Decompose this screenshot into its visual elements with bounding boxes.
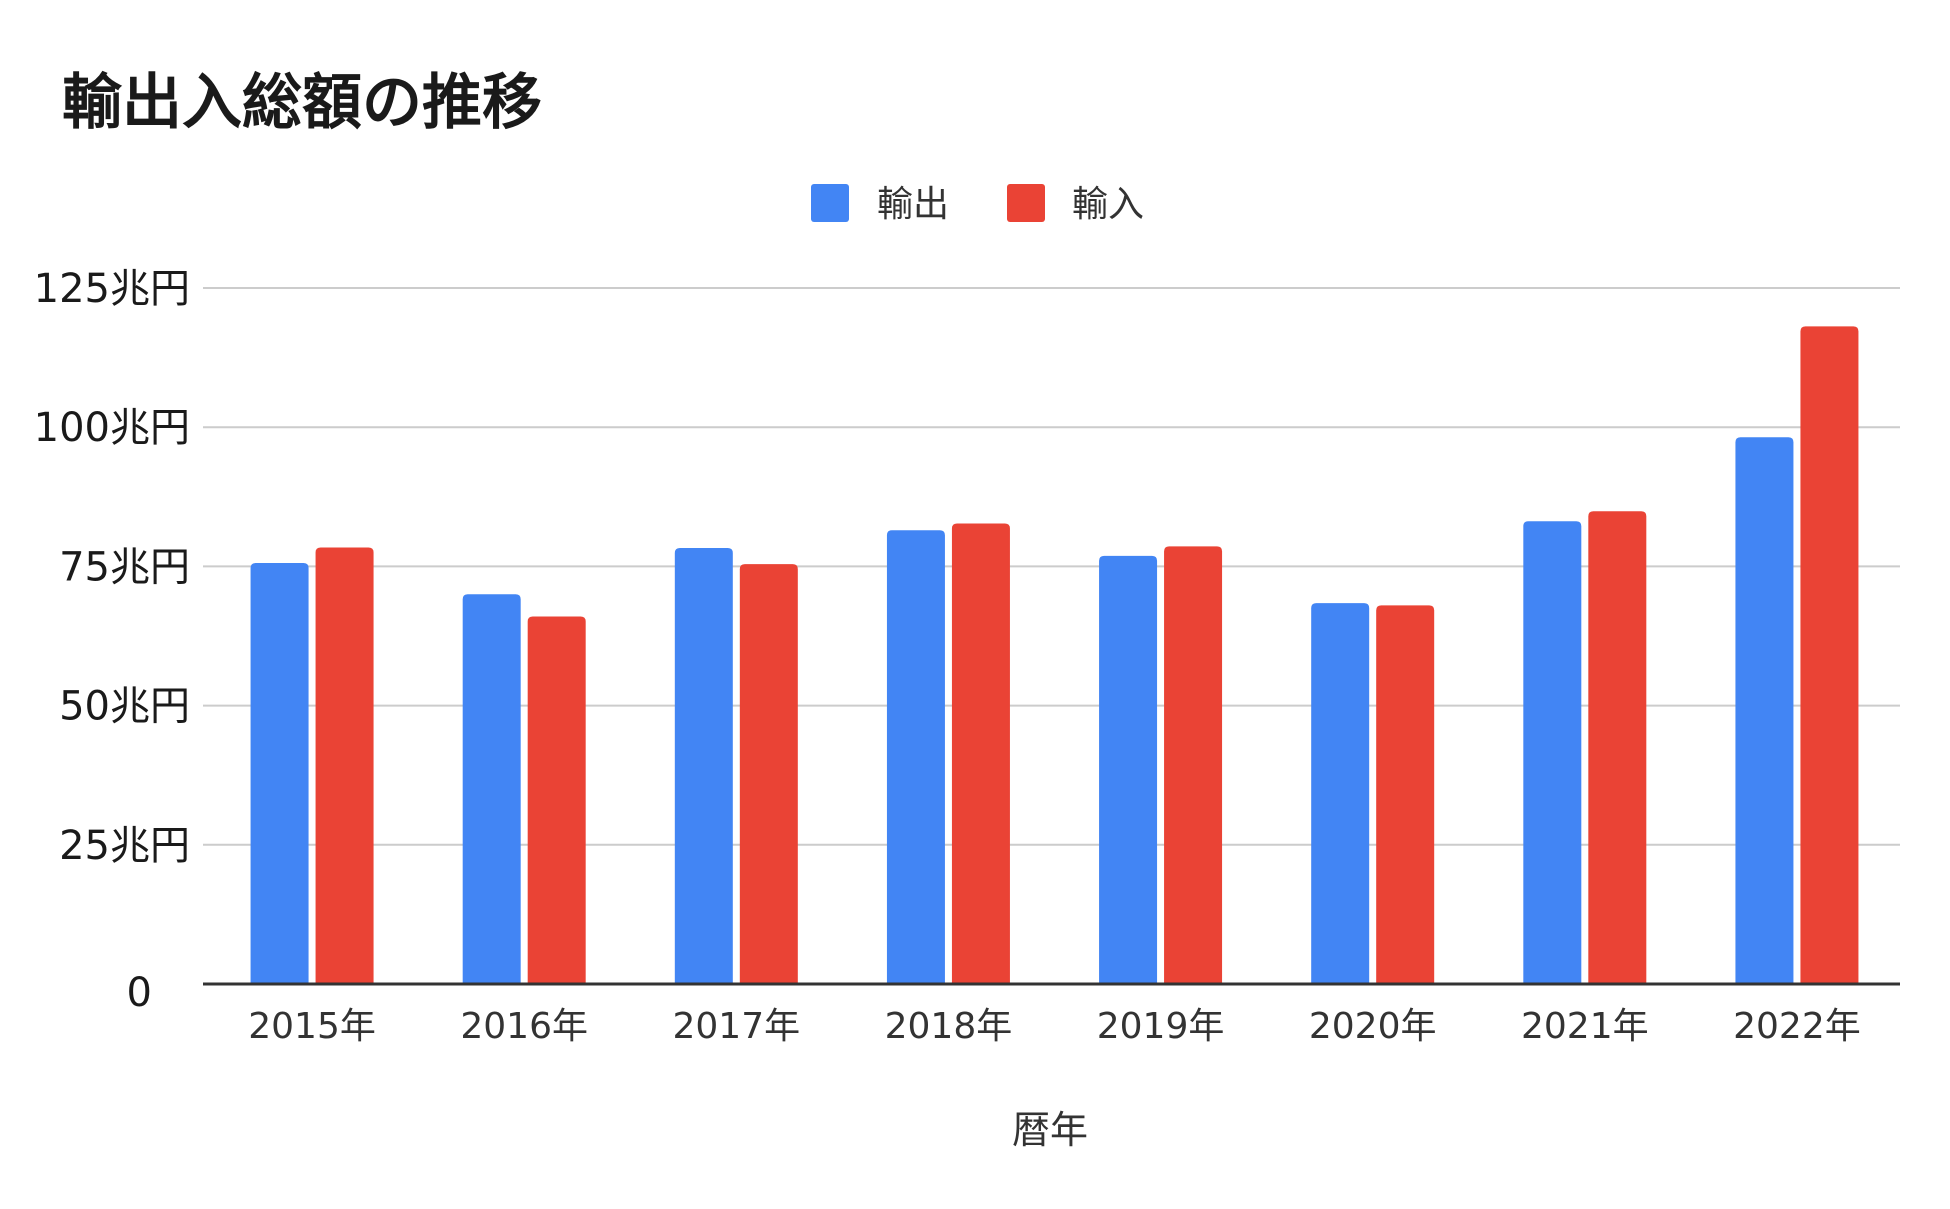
y-tick-label: 25兆円 [59, 823, 190, 869]
bar-export-2022年 [1735, 437, 1794, 984]
x-tick-label: 2015年 [248, 1006, 376, 1047]
x-axis: 2015年 2016年 2017年 2018年 2019年 2020年 2021年 2022年 [203, 982, 1900, 1047]
bar-import-2018年 [951, 523, 1010, 984]
y-tick-label: 0 [127, 970, 152, 1016]
x-tick-label: 2020年 [1309, 1006, 1437, 1047]
bar-import-2017年 [739, 564, 798, 984]
legend-label-1: 輸出 [877, 184, 949, 225]
legend-swatch-1 [811, 184, 849, 222]
bar-export-2015年 [250, 563, 309, 984]
legend: 輸出 輸入 [811, 184, 1144, 225]
x-tick-label: 2017年 [673, 1006, 801, 1047]
x-tick-label: 2022年 [1733, 1006, 1861, 1047]
x-tick-label: 2016年 [460, 1006, 588, 1047]
y-tick-label: 50兆円 [59, 684, 190, 730]
bar-export-2021年 [1523, 521, 1582, 984]
bar-import-2015年 [315, 547, 374, 984]
y-tick-label: 125兆円 [34, 266, 190, 312]
x-tick-label: 2019年 [1097, 1006, 1225, 1047]
bars [250, 326, 1859, 984]
bar-export-2019年 [1099, 555, 1158, 984]
bar-export-2016年 [462, 594, 521, 984]
bar-export-2018年 [886, 530, 945, 984]
bar-import-2020年 [1376, 605, 1435, 984]
bar-export-2017年 [674, 548, 733, 984]
bar-import-2022年 [1800, 326, 1859, 984]
x-tick-label: 2018年 [885, 1006, 1013, 1047]
y-axis: 0 25兆円 50兆円 75兆円 100兆円 125兆円 [34, 266, 190, 1016]
y-tick-label: 100兆円 [34, 405, 190, 451]
bar-import-2019年 [1164, 546, 1223, 984]
legend-swatch-2 [1007, 184, 1045, 222]
bar-import-2021年 [1588, 511, 1647, 984]
bar-import-2016年 [527, 616, 586, 984]
bar-export-2020年 [1311, 603, 1370, 984]
chart-title: 輸出入総額の推移 [62, 68, 542, 138]
x-axis-label: 暦年 [1012, 1108, 1088, 1152]
legend-label-2: 輸入 [1072, 184, 1144, 225]
y-tick-label: 75兆円 [59, 544, 190, 590]
x-tick-label: 2021年 [1521, 1006, 1649, 1047]
